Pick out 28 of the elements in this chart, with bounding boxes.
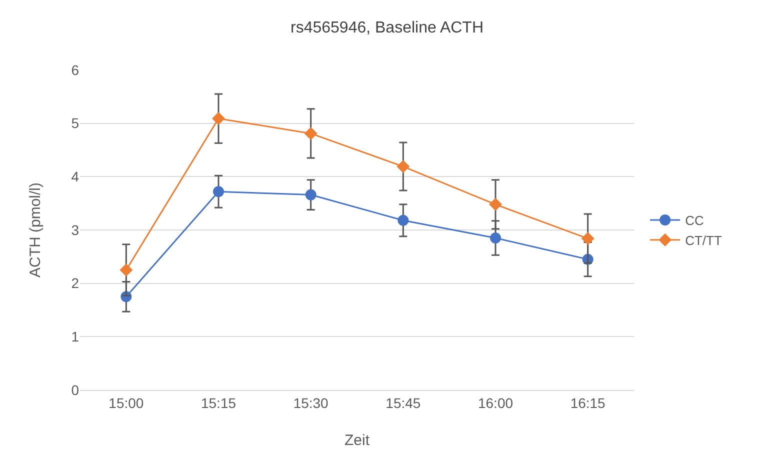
point	[398, 214, 409, 226]
x-tick-label: 15:00	[108, 394, 144, 411]
x-tick-label: 16:15	[570, 394, 606, 411]
y-tick-label: 2	[71, 275, 80, 292]
point	[305, 189, 316, 200]
x-axis-title: Zeit	[344, 432, 370, 449]
y-tick-label: 0	[71, 382, 80, 398]
point	[490, 232, 501, 244]
y-tick-label: 5	[71, 115, 80, 132]
y-axis-title: ACTH (pmol/l)	[27, 182, 44, 278]
point	[581, 232, 594, 246]
point	[213, 186, 224, 198]
x-tick-label: 15:15	[200, 394, 236, 411]
point	[489, 198, 502, 211]
point	[212, 112, 225, 126]
point	[396, 160, 410, 174]
x-tick-label: 16:00	[478, 394, 514, 411]
legend-label: CT/TT	[685, 232, 722, 248]
y-tick-label: 6	[71, 62, 80, 78]
point	[304, 126, 318, 140]
legend-label: CC	[685, 213, 704, 228]
point	[120, 264, 133, 276]
y-tick-label: 3	[71, 222, 80, 238]
chart-title: rs4565946, Baseline ACTH	[290, 19, 484, 36]
y-tick-label: 4	[71, 168, 80, 185]
y-tick-label: 1	[71, 328, 80, 345]
x-tick-label: 15:30	[293, 394, 329, 411]
x-tick-label: 15:45	[386, 394, 421, 411]
